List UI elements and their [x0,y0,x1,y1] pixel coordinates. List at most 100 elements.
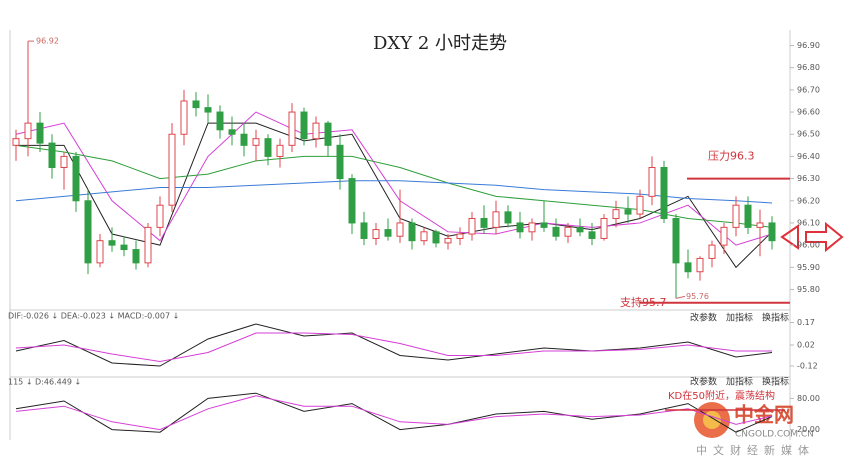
candle-body [528,222,536,233]
panel-button[interactable]: 加指标 [726,312,753,324]
panel-button[interactable]: 加指标 [726,376,753,388]
panel-button[interactable]: 改参数 [690,312,717,324]
candle-body [744,204,752,228]
candle-body [36,122,44,144]
indicator-line [15,180,773,204]
y-tick-label: 0.17 [797,318,815,327]
candle-body [408,222,416,242]
y-tick-label: 96.50 [797,130,820,139]
y-tick-label: 96.80 [797,63,820,72]
y-tick-label: 96.20 [797,196,820,205]
arrow-icon [805,221,844,253]
candle-body [660,167,668,220]
candle-body [336,144,344,180]
candle-body [96,240,104,264]
candle-body [624,209,632,215]
panel-button[interactable]: 换指标 [762,312,789,324]
candle-body [576,226,584,233]
y-tick-label: 96.60 [797,108,820,117]
candle-body [708,244,716,259]
candle-body [588,231,596,239]
candle-body [420,231,428,242]
candle-body [324,122,332,146]
candle-body [312,122,320,140]
y-tick-label: -0.12 [797,362,818,371]
y-tick-label: 95.90 [797,263,820,272]
low-label: 95.76 [686,292,709,301]
level-label: 支持95.7 [620,295,667,309]
candle-body [432,231,440,244]
candle-body [204,107,212,113]
y-tick-label: 96.10 [797,218,820,227]
indicator-line [15,392,773,433]
candle-body [48,142,56,169]
panel-button[interactable]: 改参数 [690,376,717,388]
candle-body [456,233,464,239]
y-tick-label: 96.40 [797,152,820,161]
y-tick-label: 96.30 [797,174,820,183]
y-tick-label: 20.00 [797,425,820,434]
candle-body [360,222,368,239]
candle-body [24,122,32,140]
candle-body [564,226,572,237]
candle-body [672,218,680,264]
candle-body [384,229,392,237]
candle-body [240,133,248,146]
candle-body [600,218,608,239]
kd-header: 115 ↓ D:46.449 ↓ [8,378,81,387]
candle-body [552,226,560,237]
candle-body [264,138,272,157]
candle-body [732,204,740,228]
indicator-line [16,122,773,269]
high-label: 96.92 [36,37,59,46]
macd-header: DIF:-0.026 ↓ DEA:-0.023 ↓ MACD:-0.007 ↓ [8,312,179,321]
candle-body [516,222,524,233]
candle-body [228,129,236,135]
candle-body [120,244,128,251]
y-tick-label: 95.80 [797,285,820,294]
indicator-line [15,323,773,367]
candle-body [504,211,512,224]
y-tick-label: 96.00 [797,241,820,250]
candle-body [108,240,116,246]
level-label: 压力96.3 [708,150,755,163]
candle-body [156,204,164,228]
candle-body [60,155,68,168]
low-pointer [675,295,686,299]
candle-body [72,155,80,202]
candle-body [444,237,452,244]
candle-body [756,222,764,228]
candle-body [636,195,644,215]
candle-body [12,138,20,146]
candle-body [684,262,692,273]
candle-body [84,200,92,264]
candle-body [720,226,728,246]
watermark-slogan: 中文财经新媒体 [696,443,815,457]
candle-body [540,222,548,228]
y-tick-label: 96.90 [797,41,820,50]
watermark-site: CNGOLD.COM.CN [735,430,814,440]
candle-body [480,218,488,228]
candle-body [768,222,776,242]
candle-body [216,111,224,131]
candle-body [252,138,260,146]
indicator-line [15,144,773,228]
indicator-line [15,395,773,431]
y-tick-label: 96.70 [797,85,820,94]
indicator-line [15,332,772,363]
indicator-line [15,111,773,246]
candle-body [168,133,176,206]
candle-body [612,209,620,220]
candle-body [396,222,404,237]
candle-body [300,111,308,140]
y-tick-label: 80.00 [797,394,820,403]
panel-button[interactable]: 换指标 [762,376,789,388]
candle-body [696,257,704,273]
candle-body [276,144,284,157]
candle-body [372,229,380,239]
candle-body [648,167,656,197]
candle-body [192,100,200,109]
candle-body [468,218,476,235]
arrow-icon [780,224,799,250]
